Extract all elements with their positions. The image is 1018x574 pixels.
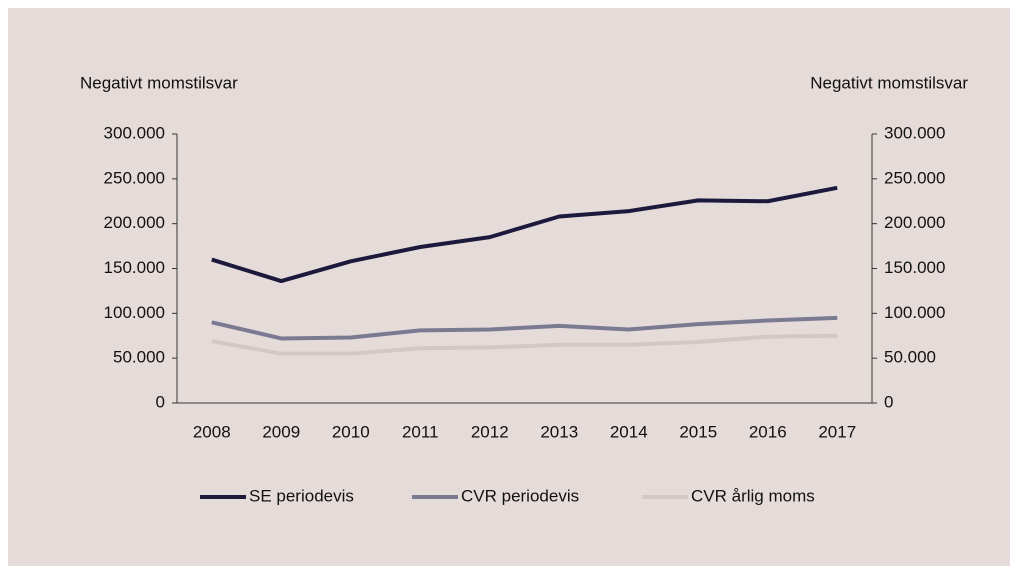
y-tick-label: 50.000 — [113, 348, 165, 367]
y-tick-label: 300.000 — [104, 123, 165, 142]
series-line — [211, 333, 838, 356]
x-tick-label: 2009 — [262, 422, 300, 441]
x-tick-label: 2017 — [818, 422, 856, 441]
series-line — [211, 315, 838, 341]
legend-label: SE periodevis — [249, 486, 354, 505]
y2-tick-label: 200.000 — [884, 213, 945, 232]
legend-label: CVR periodevis — [461, 486, 579, 505]
x-tick-label: 2008 — [193, 422, 231, 441]
y-tick-label: 100.000 — [104, 303, 165, 322]
x-tick-label: 2011 — [402, 422, 439, 441]
x-tick-label: 2016 — [749, 422, 787, 441]
y-tick-label: 0 — [156, 392, 165, 411]
background — [8, 8, 1010, 566]
y-tick-label: 200.000 — [104, 213, 165, 232]
y2-tick-label: 300.000 — [884, 123, 945, 142]
y2-tick-label: 50.000 — [884, 348, 936, 367]
y-tick-label: 250.000 — [104, 168, 165, 187]
x-tick-label: 2012 — [471, 422, 509, 441]
y-tick-label: 150.000 — [104, 258, 165, 277]
series-line — [211, 185, 838, 284]
x-tick-label: 2015 — [679, 422, 717, 441]
y2-tick-label: 100.000 — [884, 303, 945, 322]
y2-axis-label: Negativt momstilsvar — [810, 73, 968, 92]
legend-label: CVR årlig moms — [691, 486, 815, 505]
y2-tick-label: 0 — [884, 392, 893, 411]
y2-tick-label: 150.000 — [884, 258, 945, 277]
x-tick-label: 2014 — [610, 422, 648, 441]
y-axis-label: Negativt momstilsvar — [80, 73, 238, 92]
x-tick-label: 2013 — [540, 422, 578, 441]
y2-tick-label: 250.000 — [884, 168, 945, 187]
x-tick-label: 2010 — [332, 422, 370, 441]
